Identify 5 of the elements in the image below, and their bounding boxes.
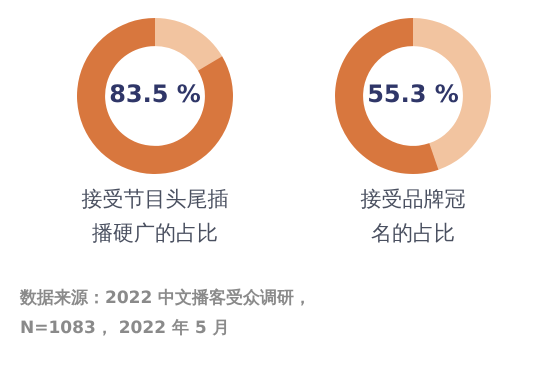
- source-note: 数据来源：2022 中文播客受众调研， N=1083， 2022 年 5 月: [20, 287, 312, 340]
- data-label: 83.5 %: [109, 80, 201, 108]
- text: 接受节目头尾插播硬广的占比: [80, 186, 230, 247]
- data-label: 55.3 %: [367, 80, 459, 108]
- text: 接受品牌冠名的占比: [360, 186, 466, 247]
